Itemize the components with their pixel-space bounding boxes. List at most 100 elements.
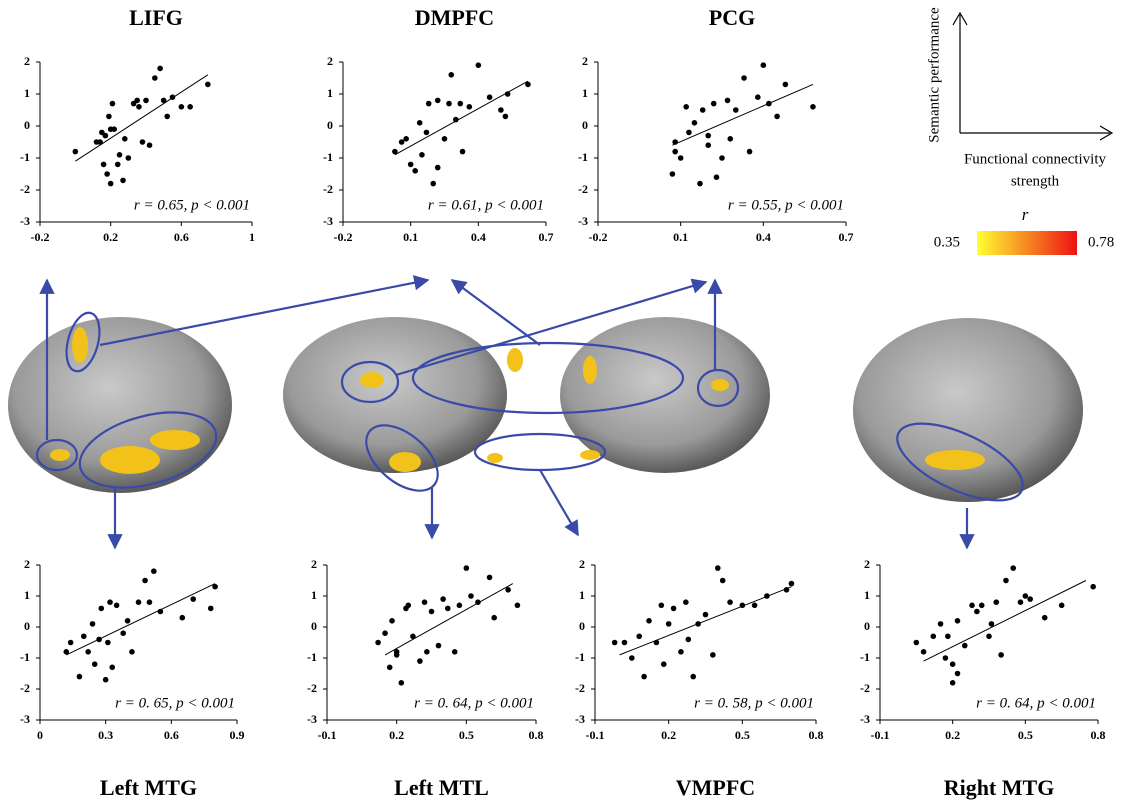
point — [446, 100, 452, 107]
point — [452, 116, 459, 123]
point — [986, 633, 992, 640]
point — [498, 107, 504, 113]
point — [486, 574, 493, 581]
point — [660, 661, 667, 667]
y-tick-label: 0 — [327, 118, 333, 132]
y-tick-label: 0 — [579, 619, 585, 633]
point — [741, 75, 747, 81]
point — [690, 673, 697, 680]
y-tick-label: -1 — [307, 650, 317, 664]
point — [774, 113, 780, 120]
trend-line — [672, 83, 814, 146]
y-tick-label: 2 — [24, 54, 30, 68]
x-tick-label: 0.7 — [839, 230, 854, 244]
x-tick-label: 0.2 — [103, 230, 118, 244]
point — [641, 673, 647, 680]
point — [724, 97, 731, 104]
point — [424, 649, 430, 655]
annotation: r = 0. 64, p < 0.001 — [414, 695, 534, 711]
y-tick-label: -3 — [307, 712, 317, 726]
point — [120, 177, 126, 184]
point — [913, 639, 920, 646]
point — [727, 136, 734, 142]
x-tick-label: 0.8 — [529, 728, 544, 742]
y-tick-label: -2 — [575, 681, 585, 695]
point — [412, 168, 418, 174]
point — [207, 605, 214, 612]
point — [810, 104, 816, 110]
trend-line — [394, 80, 529, 156]
x-tick-label: 0.2 — [945, 728, 960, 742]
point — [665, 621, 672, 627]
x-tick-label: 0.5 — [459, 728, 474, 742]
point — [407, 161, 414, 168]
x-tick-label: -0.2 — [589, 230, 608, 244]
point — [434, 164, 441, 171]
colorbar-min: 0.35 — [934, 234, 960, 250]
point — [102, 676, 109, 683]
colorbar-max: 0.78 — [1088, 234, 1114, 250]
point — [755, 94, 761, 100]
point — [691, 120, 698, 126]
point — [416, 120, 423, 126]
point — [451, 649, 458, 655]
point — [67, 639, 74, 646]
x-tick-label: -0.2 — [334, 230, 353, 244]
point — [686, 129, 692, 136]
point — [398, 680, 405, 686]
point — [930, 633, 937, 640]
point — [146, 142, 153, 148]
point — [961, 642, 968, 649]
point — [719, 155, 725, 161]
point — [621, 639, 628, 646]
point — [120, 630, 126, 636]
x-tick-label: 0.8 — [1091, 728, 1106, 742]
plot-title: VMPFC — [676, 775, 755, 800]
point — [440, 596, 446, 602]
point — [611, 639, 618, 646]
point — [122, 136, 128, 142]
y-tick-label: -3 — [575, 712, 585, 726]
x-tick-label: 1 — [249, 230, 255, 244]
point — [135, 599, 142, 605]
point — [72, 148, 79, 155]
y-tick-label: -3 — [323, 214, 333, 228]
point — [788, 580, 795, 587]
point — [751, 602, 758, 609]
point — [157, 65, 163, 72]
plot-title: PCG — [709, 5, 755, 30]
point — [105, 639, 111, 646]
point — [124, 618, 131, 624]
point — [386, 664, 393, 671]
point — [116, 152, 123, 158]
point — [710, 100, 717, 107]
point — [190, 596, 197, 602]
point — [104, 171, 110, 177]
point — [1022, 593, 1029, 599]
point — [714, 565, 721, 571]
annotation: r = 0.65, p < 0.001 — [134, 197, 250, 213]
point — [727, 599, 733, 605]
point — [375, 639, 381, 646]
point — [382, 630, 388, 636]
point — [109, 100, 116, 107]
point — [949, 680, 956, 686]
key: Semantic performance Functional connecti… — [926, 7, 1114, 250]
point — [392, 148, 398, 155]
point — [468, 593, 474, 599]
x-tick-label: 0.4 — [471, 230, 486, 244]
point — [448, 72, 455, 78]
point — [920, 649, 927, 655]
point — [685, 636, 692, 643]
point — [425, 100, 432, 107]
point — [760, 62, 767, 68]
x-tick-label: 0.3 — [98, 728, 113, 742]
y-tick-label: 0 — [582, 118, 588, 132]
x-tick-label: 0.6 — [174, 230, 189, 244]
point — [486, 94, 493, 100]
y-tick-label: 0 — [864, 619, 870, 633]
y-tick-label: -3 — [578, 214, 588, 228]
y-tick-label: -2 — [20, 681, 30, 695]
y-tick-label: 2 — [327, 54, 333, 68]
y-tick-label: 2 — [24, 557, 30, 571]
